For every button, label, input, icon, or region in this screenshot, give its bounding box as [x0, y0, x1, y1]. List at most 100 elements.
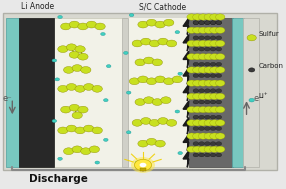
- Circle shape: [187, 93, 196, 100]
- Circle shape: [204, 106, 214, 113]
- Circle shape: [146, 138, 157, 145]
- Circle shape: [215, 93, 225, 100]
- Circle shape: [199, 127, 204, 130]
- Circle shape: [210, 153, 216, 157]
- Circle shape: [101, 33, 105, 36]
- Circle shape: [66, 84, 77, 90]
- Polygon shape: [183, 101, 189, 118]
- Circle shape: [216, 100, 222, 104]
- Circle shape: [66, 44, 77, 51]
- Circle shape: [187, 146, 196, 153]
- Circle shape: [193, 47, 199, 51]
- Circle shape: [204, 80, 214, 86]
- Circle shape: [216, 127, 222, 130]
- Circle shape: [215, 27, 225, 33]
- Circle shape: [210, 93, 219, 100]
- Circle shape: [204, 89, 210, 93]
- Circle shape: [204, 74, 210, 77]
- Circle shape: [193, 21, 199, 25]
- Circle shape: [210, 67, 219, 73]
- Circle shape: [210, 40, 219, 47]
- Circle shape: [215, 53, 225, 60]
- Polygon shape: [183, 134, 189, 151]
- Circle shape: [204, 120, 214, 126]
- Circle shape: [216, 89, 222, 93]
- Circle shape: [216, 153, 222, 157]
- Circle shape: [249, 68, 255, 72]
- Circle shape: [193, 89, 199, 93]
- Circle shape: [215, 40, 225, 47]
- Circle shape: [210, 36, 216, 40]
- Polygon shape: [183, 51, 189, 68]
- Text: Li Anode: Li Anode: [21, 2, 55, 11]
- Circle shape: [166, 119, 177, 126]
- Circle shape: [155, 76, 165, 83]
- Circle shape: [216, 62, 222, 66]
- Bar: [189, 18, 233, 167]
- Circle shape: [210, 115, 216, 119]
- Circle shape: [210, 142, 216, 146]
- Circle shape: [193, 153, 199, 157]
- Circle shape: [210, 62, 216, 66]
- Circle shape: [78, 53, 88, 60]
- Bar: [23, 18, 235, 167]
- Circle shape: [104, 138, 108, 141]
- Circle shape: [198, 14, 208, 20]
- Circle shape: [61, 23, 71, 30]
- Circle shape: [199, 74, 204, 77]
- Circle shape: [210, 127, 216, 130]
- Circle shape: [198, 133, 208, 139]
- Circle shape: [210, 21, 216, 25]
- Circle shape: [204, 115, 210, 119]
- Circle shape: [204, 53, 214, 60]
- Circle shape: [75, 127, 85, 134]
- Circle shape: [152, 99, 162, 105]
- Circle shape: [192, 93, 202, 100]
- Circle shape: [210, 89, 216, 93]
- Circle shape: [144, 57, 154, 64]
- Polygon shape: [183, 35, 189, 51]
- Circle shape: [69, 21, 80, 28]
- Circle shape: [138, 140, 148, 147]
- Circle shape: [193, 62, 199, 66]
- Circle shape: [106, 65, 111, 68]
- Circle shape: [146, 19, 157, 26]
- Circle shape: [192, 40, 202, 47]
- Circle shape: [187, 40, 196, 47]
- Bar: [140, 168, 146, 171]
- Circle shape: [216, 21, 222, 25]
- Circle shape: [172, 76, 182, 83]
- Text: Li⁺: Li⁺: [259, 93, 269, 99]
- Circle shape: [216, 36, 222, 40]
- Circle shape: [55, 78, 59, 81]
- Circle shape: [175, 110, 180, 113]
- Circle shape: [141, 38, 151, 45]
- Circle shape: [204, 93, 214, 100]
- Circle shape: [204, 146, 214, 153]
- Circle shape: [192, 14, 202, 20]
- Circle shape: [126, 131, 131, 134]
- Bar: [6, 18, 19, 167]
- Circle shape: [210, 120, 219, 126]
- Circle shape: [95, 161, 100, 164]
- Circle shape: [187, 80, 196, 86]
- Circle shape: [210, 146, 219, 153]
- Circle shape: [158, 118, 168, 124]
- Circle shape: [216, 142, 222, 146]
- Circle shape: [204, 67, 214, 73]
- Circle shape: [187, 106, 196, 113]
- Text: S/C Cathode: S/C Cathode: [139, 2, 186, 11]
- Circle shape: [52, 119, 57, 122]
- Circle shape: [124, 51, 128, 54]
- Text: Discharge: Discharge: [29, 174, 88, 184]
- Circle shape: [58, 157, 62, 160]
- Circle shape: [149, 40, 160, 47]
- Circle shape: [193, 127, 199, 130]
- Text: Sulfur: Sulfur: [259, 31, 280, 37]
- Circle shape: [193, 100, 199, 104]
- Circle shape: [187, 120, 196, 126]
- Circle shape: [193, 142, 199, 146]
- Circle shape: [152, 59, 162, 66]
- Circle shape: [199, 62, 204, 66]
- Circle shape: [210, 21, 216, 25]
